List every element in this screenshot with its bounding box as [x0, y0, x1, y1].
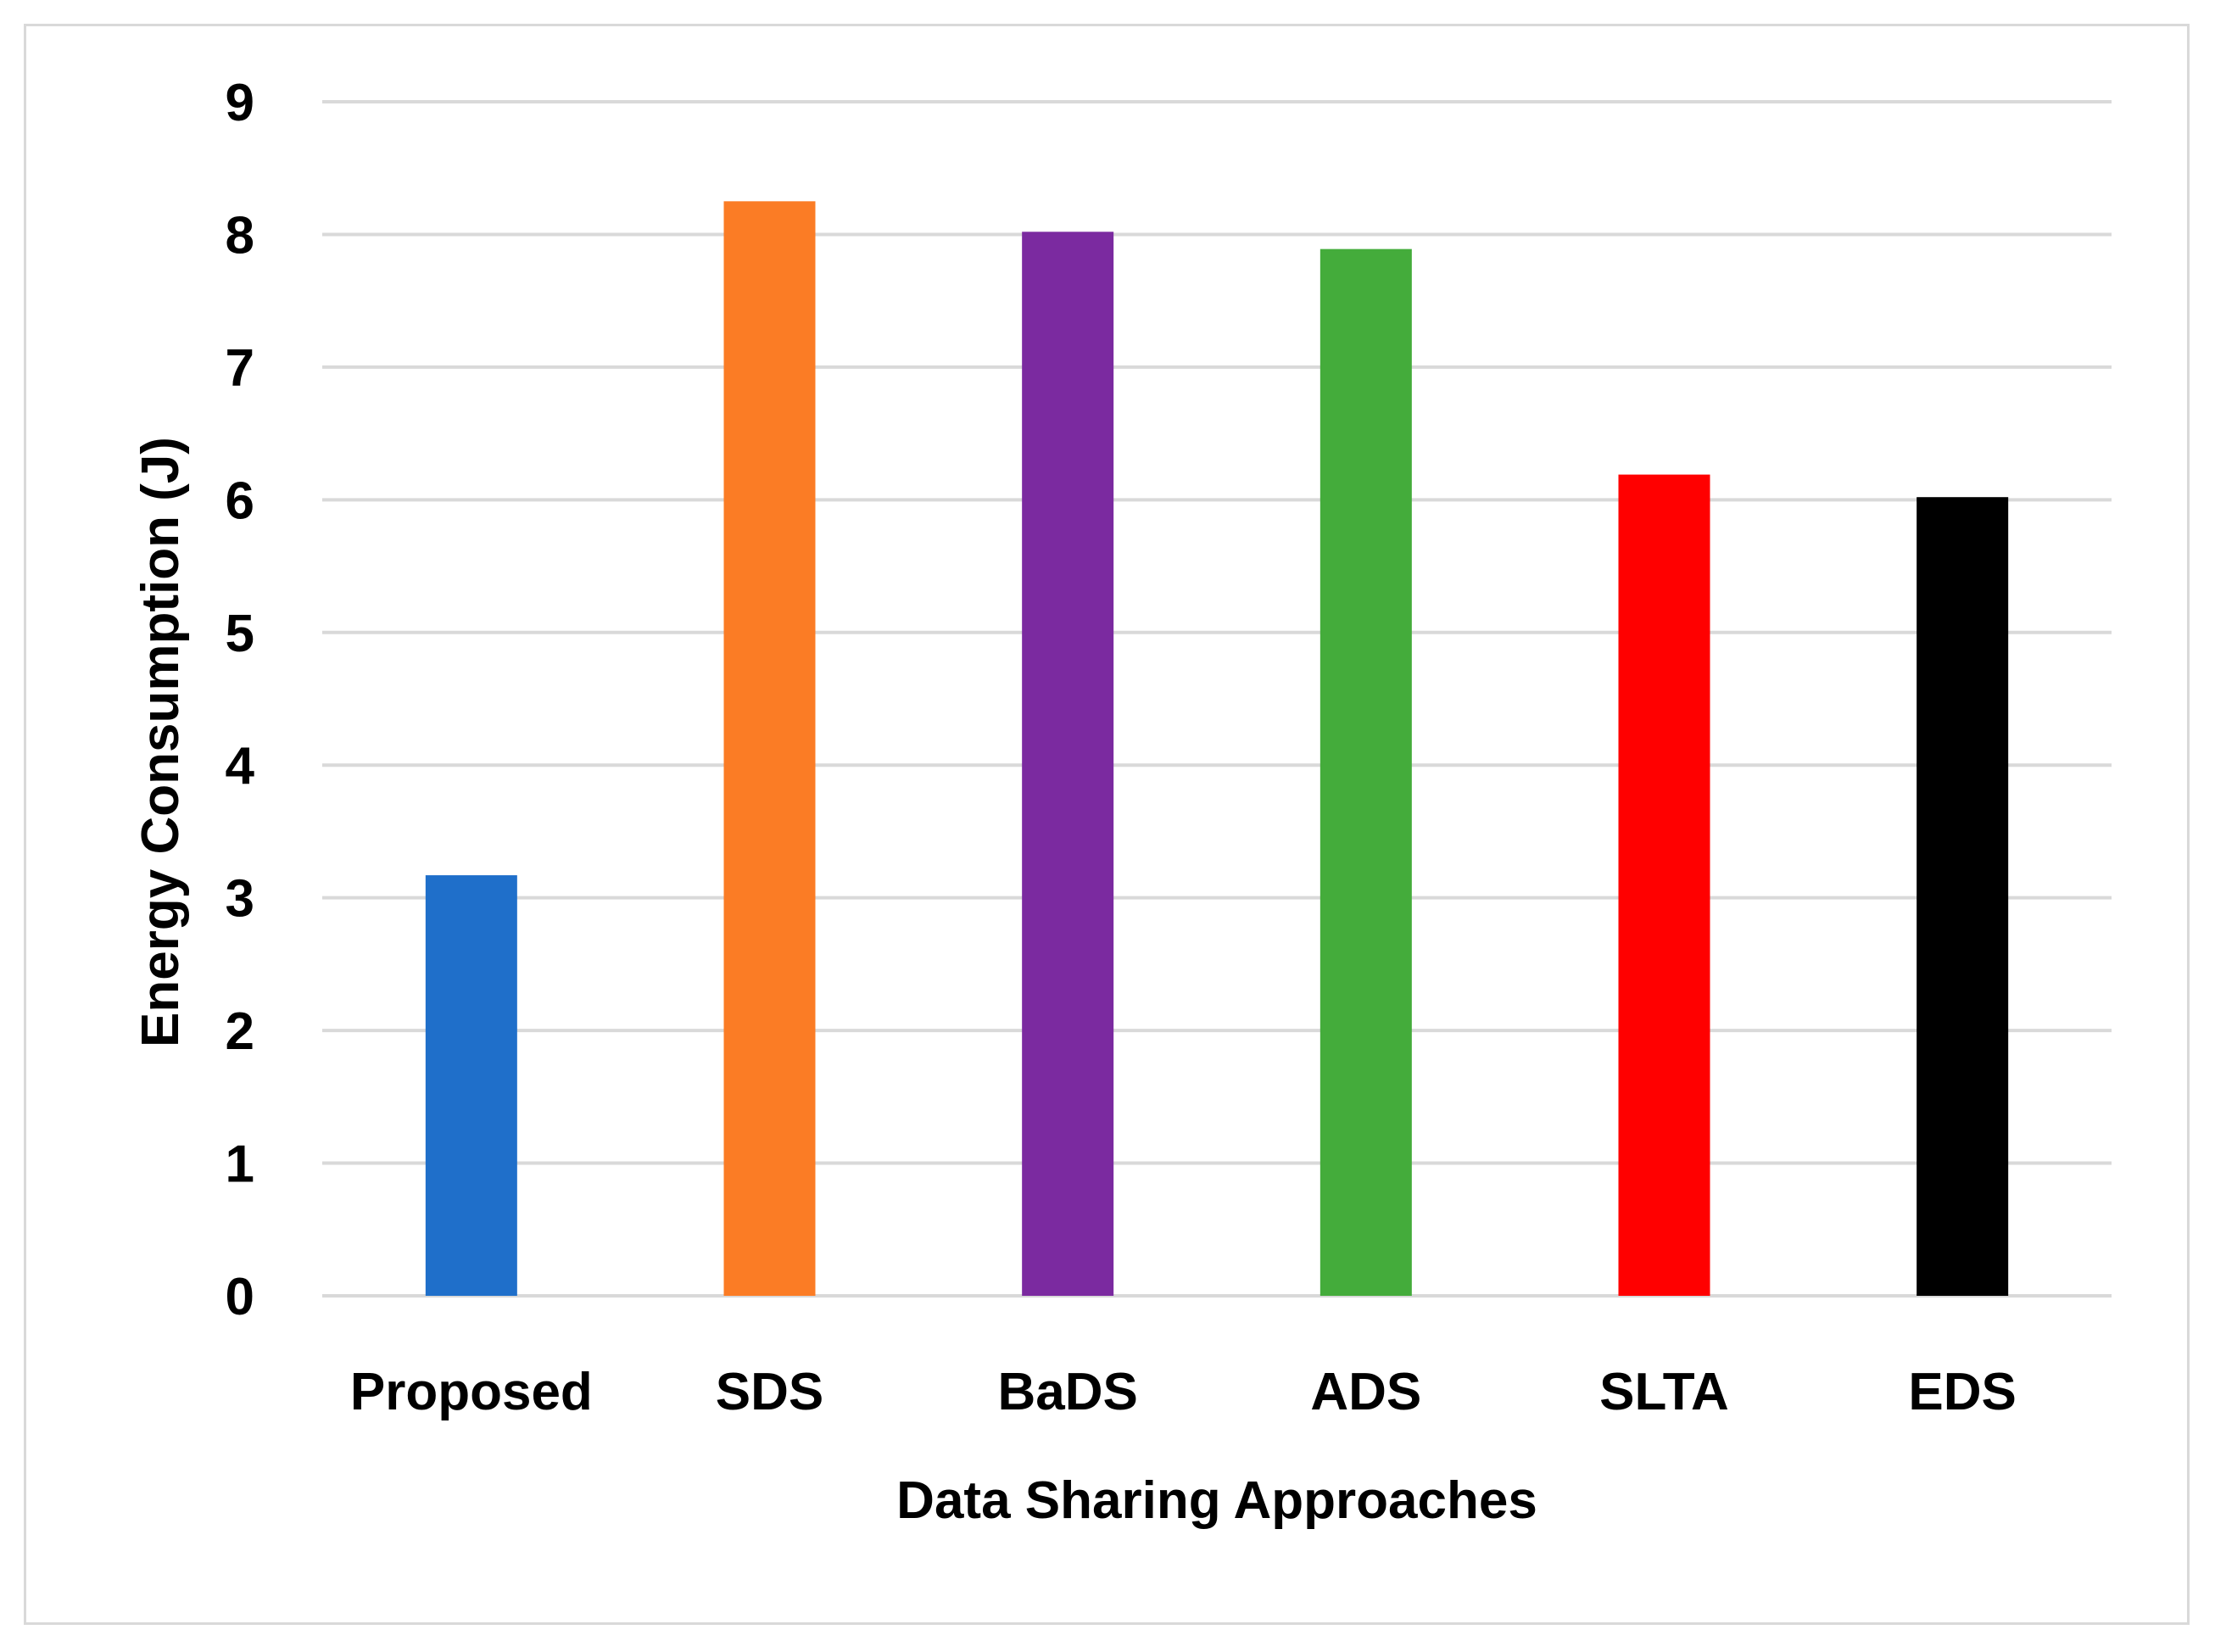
x-tick-label: EDS — [1908, 1363, 2016, 1421]
x-axis-title: Data Sharing Approaches — [896, 1471, 1537, 1530]
bar-eds — [1917, 497, 2009, 1296]
bar-proposed — [425, 875, 517, 1296]
x-tick-label: SDS — [716, 1363, 823, 1421]
bar-sds — [723, 201, 816, 1296]
y-tick-label: 4 — [226, 737, 255, 795]
bar-bads — [1022, 232, 1114, 1296]
y-tick-labels: 0 1 2 3 4 5 6 7 8 9 — [226, 74, 255, 1326]
gridlines — [322, 100, 2112, 1298]
x-tick-label: BaDS — [997, 1363, 1137, 1421]
x-tick-label: ADS — [1310, 1363, 1421, 1421]
bar-ads — [1320, 248, 1412, 1296]
x-tick-labels: Proposed SDS BaDS ADS SLTA EDS — [350, 1363, 2017, 1421]
y-tick-label: 5 — [226, 605, 254, 663]
y-tick-label: 8 — [226, 206, 254, 265]
y-axis-title: Energy Consumption (J) — [131, 437, 190, 1047]
y-tick-label: 1 — [226, 1136, 254, 1194]
y-tick-label: 2 — [226, 1002, 254, 1061]
bars — [425, 201, 2009, 1296]
y-tick-label: 9 — [226, 74, 254, 132]
y-tick-label: 3 — [226, 870, 254, 929]
y-tick-label: 6 — [226, 472, 254, 530]
bar-slta — [1618, 474, 1710, 1296]
x-tick-label: SLTA — [1599, 1363, 1729, 1421]
y-tick-label: 7 — [226, 339, 254, 398]
y-tick-label: 0 — [226, 1268, 254, 1326]
x-tick-label: Proposed — [350, 1363, 593, 1421]
